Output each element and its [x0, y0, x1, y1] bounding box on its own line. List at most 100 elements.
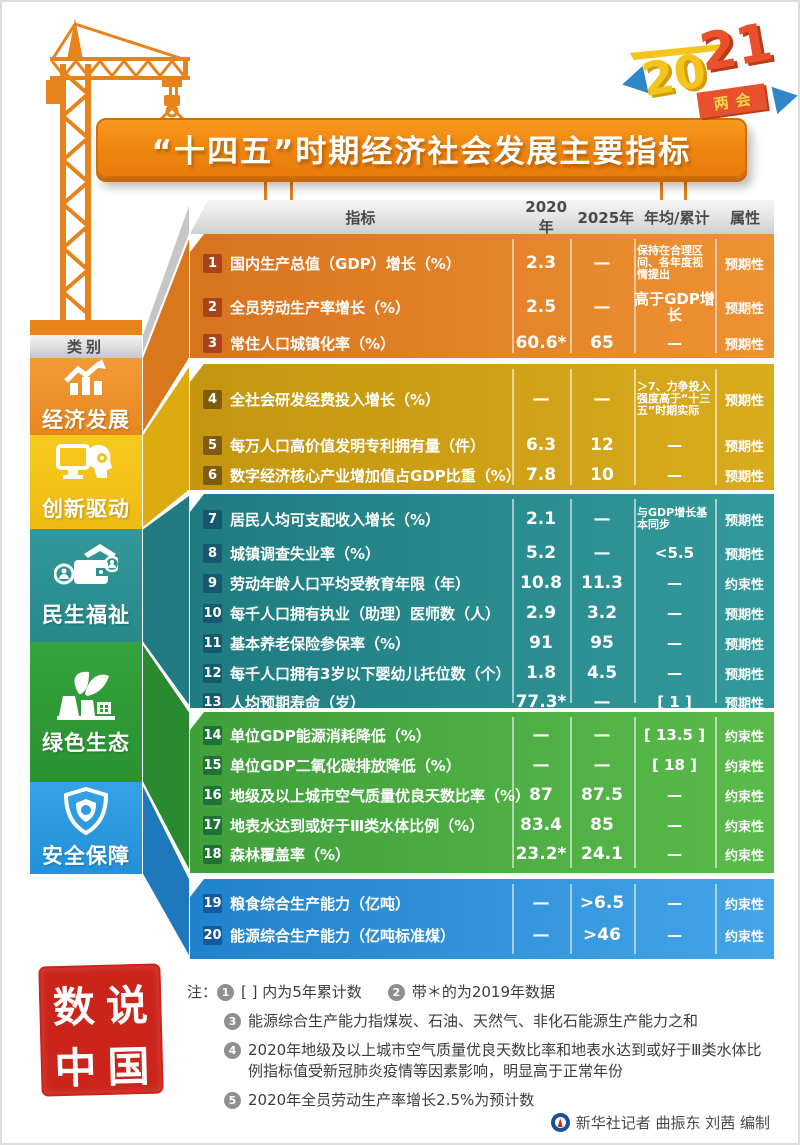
column-divider-icon [634, 884, 636, 954]
value-2020: — [532, 893, 550, 913]
row-number-badge: 10 [203, 603, 222, 623]
monitor-head-icon [56, 443, 112, 479]
value-2020: 2.3 [525, 253, 557, 273]
table-row: 19 粮食综合生产能力（亿吨） — >6.5 — 约束性 [190, 887, 774, 919]
annual-cumulative-value: — [667, 435, 682, 454]
leaf-plant-icon [57, 671, 115, 720]
column-divider-icon [715, 369, 717, 485]
indicator-name: 常住人口城镇化率（%） [230, 334, 396, 353]
connector-yellow [141, 360, 191, 532]
column-divider-icon [570, 369, 572, 485]
annual-cumulative-value: — [667, 333, 682, 352]
column-divider-icon [512, 369, 514, 485]
value-2025: 24.1 [581, 844, 623, 864]
attribute-value: 约束性 [724, 789, 764, 805]
annual-cumulative-value: [ 18 ] [651, 755, 698, 774]
section-rows: 7 居民人均可支配收入增长（%） 2.1 — 与GDP增长基本同步 预期性 8 城镇调查失业率… [190, 494, 774, 712]
value-2025: 65 [590, 333, 614, 353]
credit-text: 新华社记者 曲振东 刘茜 编制 [575, 1114, 770, 1132]
shuoshuo-zhongguo-seal: 数 说 中 国 [38, 963, 164, 1097]
section-rows: 1 国内生产总值（GDP）增长（%） 2.3— 保持在合理区间、各年度视情提出 预期性 2… [190, 234, 774, 358]
value-2025: 87.5 [581, 785, 623, 805]
sidebar-item-ecology: 绿色生态 [30, 642, 142, 782]
indicator-cell: 10 每千人口拥有执业（助理）医师数（人） [190, 603, 512, 624]
row-number-badge: 20 [203, 925, 222, 945]
annual-cumulative-value: ＞7、力争投入强度高于“十三五”时期实际 [637, 379, 711, 418]
row-number-badge: 2 [203, 297, 222, 317]
seal-char: 中 [53, 1043, 98, 1094]
jib-bottom-chord [50, 76, 190, 80]
indicator-cell: 5 每万人口高价值发明专利拥有量（件） [190, 435, 512, 456]
attribute-value: 预期性 [724, 439, 764, 455]
column-divider-icon [634, 717, 636, 868]
table-header-row: 指标 2020年 2025年 年均/累计 属性 [190, 200, 774, 234]
annual-cumulative-value: — [667, 815, 682, 834]
table-row: 12 每千人口拥有3岁以下婴幼儿托位数（个） 1.8 4.5 — 预期性 [190, 658, 774, 688]
attribute-value: 预期性 [724, 469, 764, 485]
table-section: 19 粮食综合生产能力（亿吨） — >6.5 — 约束性 20 能源综合生产能力（亿吨标准煤）… [190, 879, 774, 959]
indicator-cell: 3 常住人口城镇化率（%） [190, 333, 512, 354]
note-text: 带＊的为2019年数据 [411, 983, 555, 1001]
row-number-badge: 3 [203, 333, 222, 353]
value-2020: — [532, 925, 550, 945]
attribute-value: 预期性 [724, 637, 764, 653]
indicator-cell: 1 国内生产总值（GDP）增长（%） [190, 253, 512, 274]
value-2020: 2.1 [525, 509, 557, 529]
attribute-value: 约束性 [724, 577, 764, 593]
value-2020: 91 [529, 633, 553, 653]
annual-cumulative-value: — [667, 573, 682, 592]
shield-icon [63, 786, 109, 835]
indicator-cell: 16 地级及以上城市空气质量优良天数比率（%） [190, 785, 530, 806]
indicator-name: 单位GDP二氧化碳排放降低（%） [230, 756, 461, 775]
value-2025: — [593, 543, 611, 563]
column-divider-icon [570, 239, 572, 353]
table-section: 14 单位GDP能源消耗降低（%） — — [ 13.5 ] 约束性 15 单位GDP二氧化碳… [190, 712, 774, 873]
note-number-icon: 5 [224, 1092, 241, 1109]
jib-truss [50, 58, 186, 79]
annual-cumulative-value: 高于GDP增长 [634, 289, 715, 324]
note-number-icon: 1 [217, 984, 235, 1001]
note-number-icon: 3 [224, 1013, 241, 1030]
annual-cumulative-value: 保持在合理区间、各年度视情提出 [637, 243, 703, 282]
row-number-badge: 9 [203, 573, 222, 593]
value-2025: 3.2 [586, 603, 618, 623]
ribbon-right-icon [771, 82, 800, 114]
indicator-name: 国内生产总值（GDP）增长（%） [230, 254, 461, 273]
header-2020: 2020年 [525, 197, 568, 236]
value-2025: 11.3 [581, 573, 623, 593]
table-row: 11 基本养老保险参保率（%） 91 95 — 预期性 [190, 628, 774, 658]
footnote-line: 5 2020年全员劳动生产率增长2.5%为预计数 [224, 1090, 783, 1111]
row-number-badge: 7 [203, 509, 222, 529]
annual-cumulative-value: — [667, 844, 682, 863]
table-row: 2 全员劳动生产率增长（%） 2.5 — 高于GDP增长 预期性 [190, 288, 774, 326]
value-2025: 4.5 [586, 663, 618, 683]
row-number-badge: 5 [203, 435, 222, 455]
page-title: “十四五”时期经济社会发展主要指标 [151, 133, 692, 170]
counterweight [46, 80, 62, 104]
footnote-line: 3 能源综合生产能力指煤炭、石油、天然气、非化石能源生产能力之和 [224, 1011, 783, 1032]
value-2025: >6.5 [579, 893, 625, 913]
credit-line: 新华社记者 曲振东 刘茜 编制 [550, 1112, 770, 1133]
row-number-badge: 11 [203, 633, 222, 653]
column-divider-icon [715, 239, 717, 353]
crane-illustration [46, 18, 190, 322]
mast-truss [59, 70, 92, 316]
value-2025: — [593, 692, 611, 712]
title-banner: “十四五”时期经济社会发展主要指标 [96, 118, 747, 178]
value-2020: — [532, 755, 550, 775]
table-row: 3 常住人口城镇化率（%） 60.6* 65 — 预期性 [190, 326, 774, 358]
indicator-cell: 9 劳动年龄人口平均受教育年限（年） [190, 573, 512, 594]
indicator-name: 劳动年龄人口平均受教育年限（年） [230, 574, 471, 593]
annual-cumulative-value: — [667, 633, 682, 652]
indicator-cell: 8 城镇调查失业率（%） [190, 543, 512, 564]
row-number-badge: 19 [203, 893, 222, 913]
table-row: 17 地表水达到或好于Ⅲ类水体比例（%） 83.4 85 — 约束性 [190, 810, 774, 840]
annual-cumulative-value: — [667, 785, 682, 804]
table-sections: 1 国内生产总值（GDP）增长（%） 2.3 — 保持在合理区间、各年度视情提出预期性 2… [190, 234, 774, 959]
mast-left-rail [60, 64, 66, 322]
section-rows: 19 粮食综合生产能力（亿吨） — >6.5 — 约束性 20 能源综合生产能力（亿吨标准煤）… [190, 879, 774, 951]
sidebar-table-connectors [141, 199, 191, 963]
indicator-cell: 20 能源综合生产能力（亿吨标准煤） [190, 925, 512, 946]
value-2025: — [593, 253, 611, 273]
